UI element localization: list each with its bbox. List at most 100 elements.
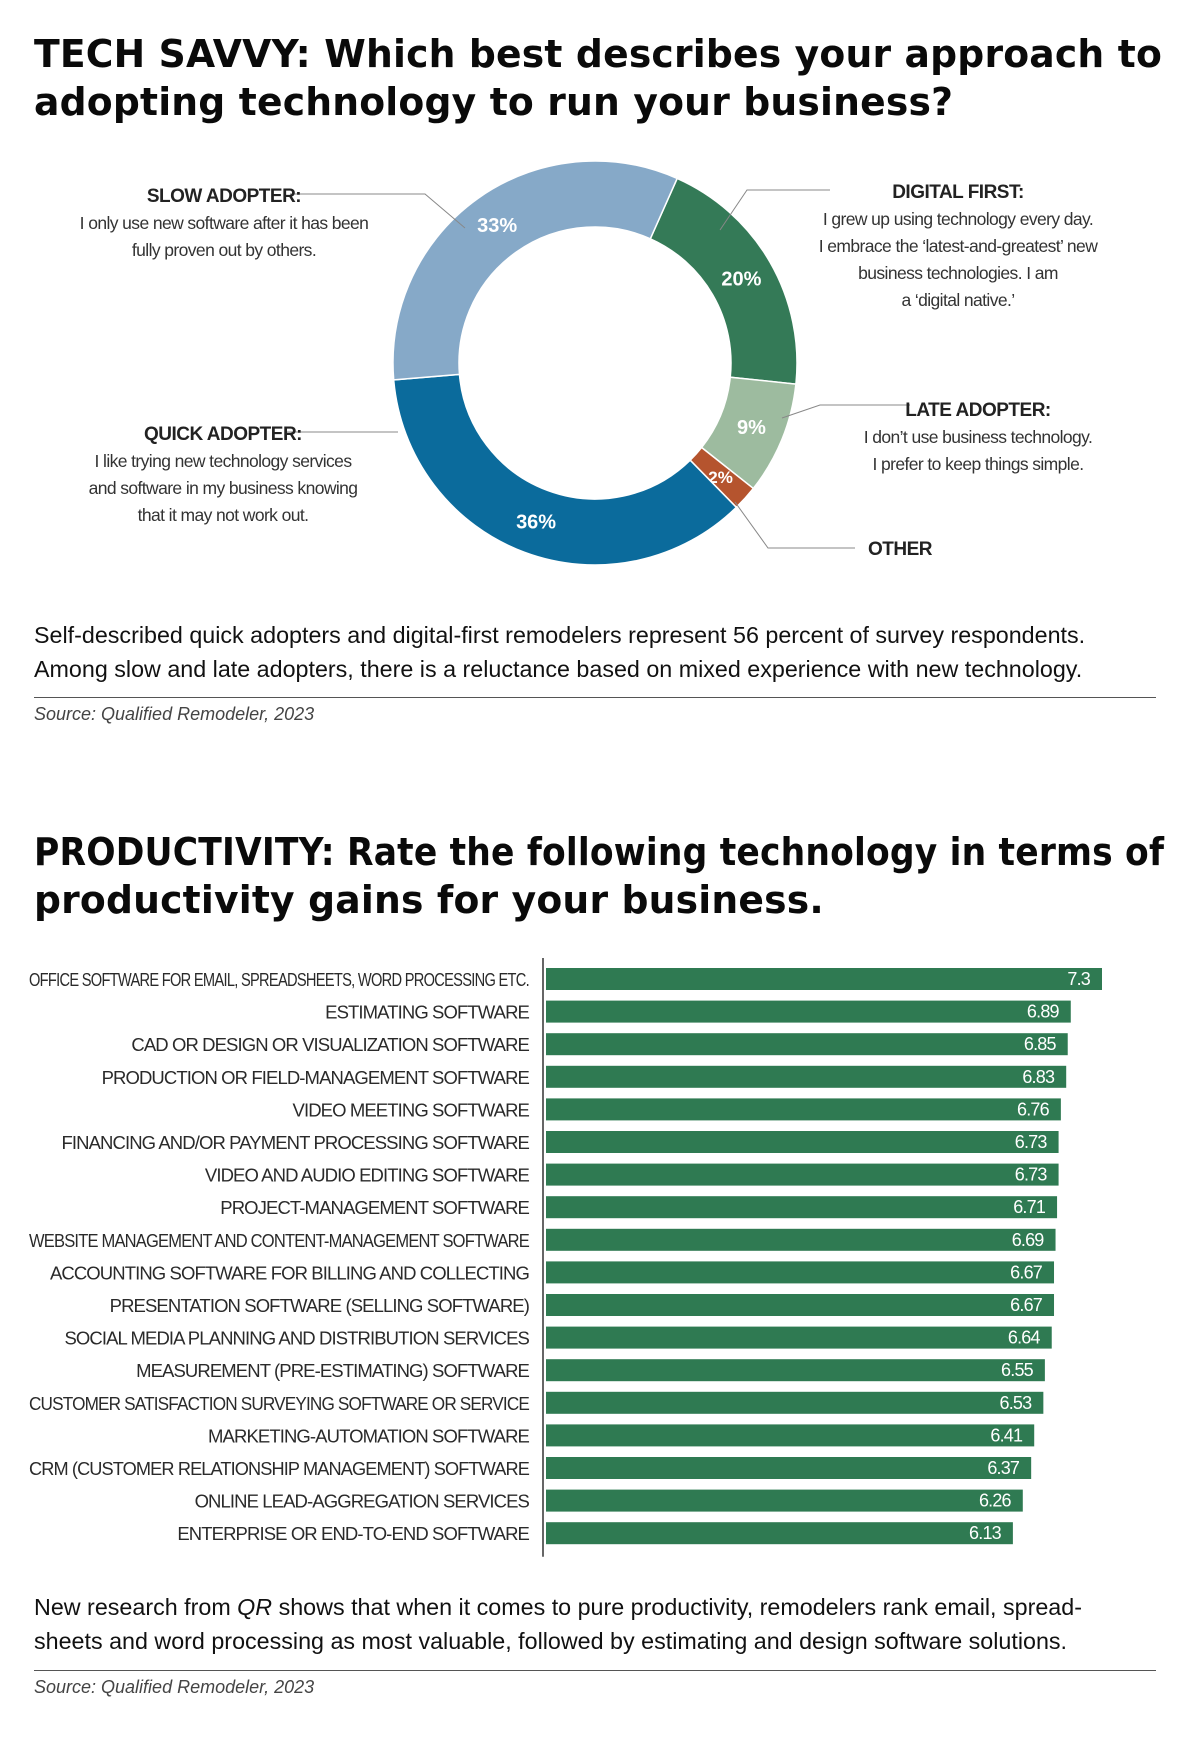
bar-value-label: 6.53 [1000,1393,1033,1413]
bar-category-label: ONLINE LEAD-AGGREGATION SERVICES [195,1491,530,1512]
section1-source: Source: Qualified Remodeler, 2023 [34,704,315,724]
leader-line [781,404,910,419]
category-description-slow: I only use new software after it has bee… [80,213,369,233]
leader-line [734,501,855,549]
bar-value-label: 6.13 [969,1523,1002,1543]
category-description-quick: I like trying new technology services [95,451,353,471]
bar-value-label: 6.67 [1010,1295,1043,1315]
bar-category-label: CRM (CUSTOMER RELATIONSHIP MANAGEMENT) S… [29,1458,530,1479]
bar-value-label: 6.89 [1027,1002,1060,1022]
bar-category-label: CAD OR DESIGN OR VISUALIZATION SOFTWARE [131,1034,529,1055]
caption-rest: shows that when it comes to pure product… [272,1594,1082,1620]
bar [546,1424,1035,1447]
bar [546,1163,1059,1186]
bar-category-label: OFFICE SOFTWARE FOR EMAIL, SPREADSHEETS,… [29,969,529,990]
category-heading-other: OTHER [868,539,933,560]
bar-value-label: 6.71 [1013,1197,1046,1217]
bar-category-label: ACCOUNTING SOFTWARE FOR BILLING AND COLL… [50,1262,530,1283]
category-description-digital: I embrace the ‘latest-and-greatest’ new [819,236,1098,256]
bar [546,1261,1055,1284]
category-description-quick: that it may not work out. [138,505,309,525]
leader-line [290,193,466,229]
bar-category-label: SOCIAL MEDIA PLANNING AND DISTRIBUTION S… [64,1328,529,1349]
section2-title: PRODUCTIVITY: Rate the following technol… [34,828,1174,924]
category-description-digital: a ‘digital native.’ [901,290,1014,310]
caption-italic: QR [237,1594,273,1620]
bar [546,1196,1058,1219]
bar [546,1457,1032,1479]
category-heading-late: LATE ADOPTER: [905,400,1051,421]
category-description-late: I don’t use business technology. [864,427,1093,447]
bar-category-label: ESTIMATING SOFTWARE [325,1002,529,1023]
bar-category-label: WEBSITE MANAGEMENT AND CONTENT-MANAGEMEN… [29,1230,530,1251]
bar-value-label: 6.67 [1010,1262,1043,1282]
bar [546,1000,1071,1023]
category-heading-digital: DIGITAL FIRST: [892,182,1024,203]
bar-value-label: 6.37 [987,1458,1020,1478]
bar-value-label: 6.64 [1008,1328,1041,1348]
bar [546,1033,1068,1056]
section1-title: TECH SAVVY: Which best describes your ap… [34,30,1174,126]
section2-title-line2: productivity gains for your business. [34,878,824,922]
bar [546,1294,1055,1316]
donut-value-label: 2% [708,468,733,487]
bar [546,1131,1059,1153]
section2-caption: New research from QR shows that when it … [34,1590,1174,1658]
bar-category-label: VIDEO MEETING SOFTWARE [293,1099,530,1120]
category-description-quick: and software in my business knowing [89,478,358,498]
donut-slice-quick [392,373,738,566]
bar-category-label: PRODUCTION OR FIELD-MANAGEMENT SOFTWARE [102,1067,530,1088]
donut-chart: 20% 9% 2% 36% 33% DIGITAL FIRST: I grew up usi… [80,160,1099,566]
section2-caption-line2: sheets and word processing as most valua… [34,1628,1068,1654]
leader-line [719,189,830,231]
bar-category-label: PRESENTATION SOFTWARE (SELLING SOFTWARE) [110,1295,530,1316]
section2-divider [34,1670,1156,1671]
bar-category-label: ENTERPRISE OR END-TO-END SOFTWARE [177,1523,529,1544]
bar [546,1326,1052,1349]
donut-value-label: 20% [721,269,761,291]
bar-value-label: 7.3 [1067,969,1090,989]
category-heading-slow: SLOW ADOPTER: [147,186,301,207]
category-description-slow: fully proven out by others. [132,240,316,260]
bar-category-label: FINANCING AND/OR PAYMENT PROCESSING SOFT… [62,1132,530,1153]
bar-value-label: 6.73 [1015,1132,1048,1152]
section1-caption: Self-described quick adopters and digita… [34,618,1174,686]
category-description-late: I prefer to keep things simple. [873,454,1084,474]
section2-title-line1: PRODUCTIVITY: Rate the following technol… [34,830,1165,874]
bar-value-label: 6.83 [1022,1067,1055,1087]
bar [546,1065,1067,1088]
bar-value-label: 6.85 [1024,1034,1057,1054]
donut-value-label: 36% [516,511,556,533]
category-heading-quick: QUICK ADOPTER: [144,424,302,445]
bar-value-label: 6.41 [990,1425,1023,1445]
bar [546,1098,1061,1121]
bar [546,1391,1044,1414]
section2-source: Source: Qualified Remodeler, 2023 [34,1677,315,1697]
bar-value-label: 6.73 [1015,1165,1048,1185]
section1-title-line1: TECH SAVVY: Which best describes your ap… [34,32,1163,76]
bar [546,1522,1013,1545]
bar-chart: 7.3 OFFICE SOFTWARE FOR EMAIL, SPREADSHEE… [29,958,1102,1557]
caption-prefix: New research from [34,1594,238,1620]
bar-category-label: CUSTOMER SATISFACTION SURVEYING SOFTWARE… [29,1393,530,1414]
bar-value-label: 6.26 [979,1491,1012,1511]
bar [546,1359,1045,1382]
bar [546,968,1102,990]
bar-category-label: PROJECT-MANAGEMENT SOFTWARE [220,1197,529,1218]
section1-caption-line1: Self-described quick adopters and digita… [34,622,1086,648]
bar [546,1228,1056,1251]
bar-value-label: 6.55 [1001,1360,1034,1380]
section1-divider [34,697,1156,698]
section1-title-line2: adopting technology to run your business… [34,80,954,124]
section1-caption-line2: Among slow and late adopters, there is a… [34,656,1083,682]
bar-category-label: VIDEO AND AUDIO EDITING SOFTWARE [205,1165,530,1186]
donut-slice-slow [392,160,679,381]
donut-value-label: 33% [477,215,517,237]
bar-value-label: 6.76 [1017,1099,1050,1119]
bar-value-label: 6.69 [1012,1230,1045,1250]
category-description-digital: I grew up using technology every day. [823,209,1093,229]
bar-category-label: MARKETING-AUTOMATION SOFTWARE [208,1425,530,1446]
donut-value-label: 9% [737,417,766,439]
bar-category-label: MEASUREMENT (PRE-ESTIMATING) SOFTWARE [136,1360,529,1381]
category-description-digital: business technologies. I am [858,263,1058,283]
